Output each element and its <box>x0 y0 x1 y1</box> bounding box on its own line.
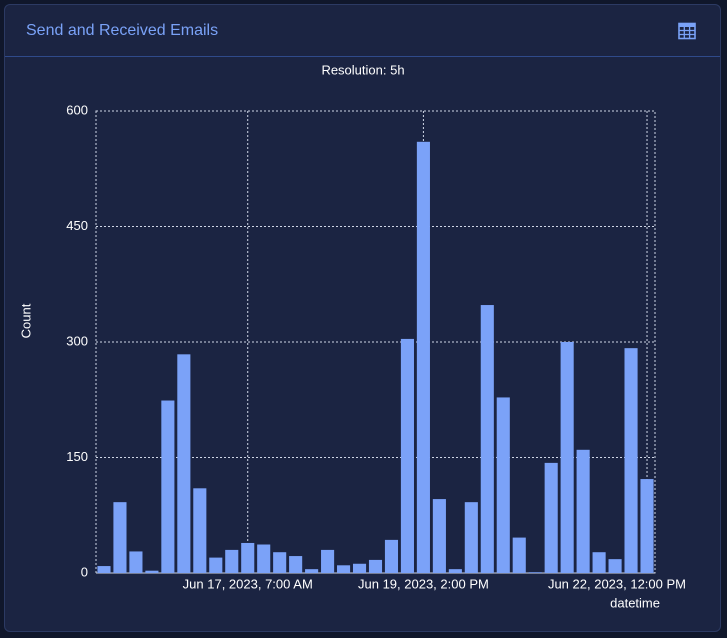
bar <box>289 556 303 573</box>
y-tick-label: 600 <box>66 102 88 117</box>
bar <box>512 537 526 573</box>
y-tick-label: 450 <box>66 218 88 233</box>
bar <box>624 348 638 573</box>
bar <box>560 342 574 573</box>
bar <box>241 542 255 573</box>
bar <box>608 559 622 573</box>
bar <box>400 338 414 573</box>
y-tick-label: 150 <box>66 449 88 464</box>
bar <box>352 563 367 573</box>
x-tick-label: Jun 19, 2023, 2:00 PM <box>358 576 489 591</box>
panel-title: Send and Received Emails <box>26 22 219 39</box>
bar <box>257 544 271 573</box>
bar <box>97 566 111 573</box>
bar <box>592 552 606 573</box>
bar <box>368 559 383 573</box>
x-tick-label: Jun 17, 2023, 7:00 AM <box>183 576 313 591</box>
y-tick-label: 300 <box>66 333 88 348</box>
y-axis-label: Count <box>18 303 33 338</box>
bar <box>576 449 590 573</box>
bar <box>145 570 159 573</box>
bar <box>193 488 207 573</box>
bar <box>544 462 558 573</box>
bar <box>305 569 319 573</box>
bar <box>464 502 478 573</box>
y-tick-label: 0 <box>81 564 88 579</box>
bar <box>496 397 510 573</box>
bar <box>337 565 351 573</box>
bar <box>384 539 399 573</box>
x-tick-label: Jun 22, 2023, 12:00 PM <box>548 576 686 591</box>
bar <box>416 141 430 574</box>
bar <box>480 305 494 573</box>
x-axis-label: datetime <box>610 595 660 610</box>
bar <box>448 569 462 573</box>
bar <box>640 479 654 573</box>
bar <box>528 572 542 573</box>
bar <box>129 551 143 573</box>
bar <box>177 354 191 573</box>
chart-subtitle: Resolution: 5h <box>321 62 404 77</box>
bar <box>209 557 223 573</box>
bar <box>321 549 335 573</box>
bar <box>273 552 287 573</box>
bar <box>432 499 446 573</box>
panel-header: Send and Received Emails <box>5 5 720 57</box>
bar <box>225 549 239 573</box>
table-icon[interactable] <box>678 22 696 40</box>
bar <box>113 502 127 573</box>
bar <box>161 400 175 573</box>
